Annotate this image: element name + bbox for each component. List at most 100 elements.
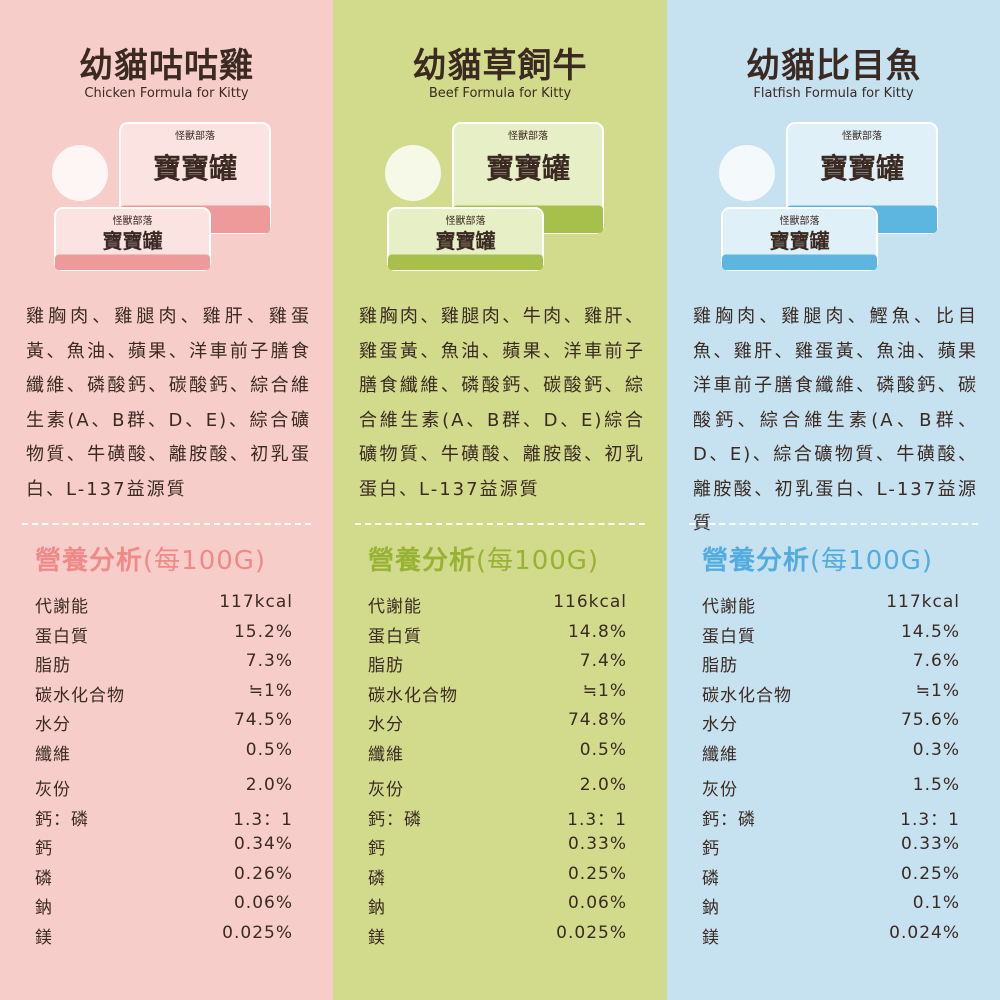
can-name: 寶寶罐	[770, 229, 830, 253]
nutrition-table: 代謝能 117kcal 蛋白質 14.5% 脂肪 7.6% 碳水化合物 ≒1% 水分 75.6% 纖…	[702, 592, 960, 952]
nutrient-value: 0.06%	[233, 893, 293, 913]
product-column: 幼貓草飼牛 Beef Formula for Kitty 怪獸部落 寶寶罐 怪獸部落 寶寶…	[333, 0, 667, 1000]
nutrition-row: 脂肪 7.4%	[368, 651, 627, 681]
nutrient-value: 0.33%	[900, 834, 960, 854]
nutrient-value: 0.3%	[912, 739, 960, 760]
nutrition-row: 鎂 0.025%	[35, 923, 293, 953]
nutrition-row: 鈣 0.34%	[35, 834, 293, 864]
divider	[689, 523, 978, 525]
nutrition-row: 脂肪 7.3%	[35, 651, 293, 681]
nutrition-row: 纖維 0.3%	[702, 740, 960, 770]
nutrient-name: 蛋白質	[702, 626, 756, 647]
nutrient-name: 水分	[368, 715, 404, 735]
nutrient-name: 脂肪	[702, 656, 738, 676]
nutrition-row: 蛋白質 14.8%	[368, 622, 627, 652]
product-title: 幼貓草飼牛	[412, 46, 588, 86]
nutrition-row: 灰份 2.0%	[368, 775, 627, 805]
nutrient-value: 74.8%	[567, 710, 627, 730]
nutrient-name: 鈣：磷	[35, 809, 89, 830]
nutrient-name: 水分	[35, 715, 71, 735]
nutrient-name: 鈣	[368, 839, 386, 859]
nutrition-row: 碳水化合物 ≒1%	[35, 681, 293, 711]
nutrient-name: 磷	[368, 868, 386, 889]
nutrient-name: 代謝能	[368, 597, 422, 617]
nutrient-name: 灰份	[702, 780, 738, 800]
nutrient-name: 脂肪	[35, 656, 71, 676]
nutrient-name: 鈣：磷	[702, 809, 756, 830]
can-brand: 怪獸部落	[780, 214, 820, 227]
nutrition-row: 蛋白質 15.2%	[35, 622, 293, 652]
nutrient-name: 鈉	[35, 898, 53, 918]
can-name: 寶寶罐	[103, 229, 163, 253]
nutrition-row: 磷 0.25%	[702, 864, 960, 894]
nutrient-value: 1.3：1	[567, 809, 627, 830]
nutrient-value: 0.1%	[912, 893, 960, 913]
nutrient-value: 74.5%	[233, 710, 293, 730]
nutrition-row: 代謝能 117kcal	[35, 592, 293, 622]
nutrition-heading: 營養分析(每100G)	[35, 540, 266, 577]
nutrient-value: 0.025%	[222, 922, 293, 943]
nutrient-value: 0.06%	[567, 893, 627, 913]
nutrient-value: 0.024%	[889, 922, 960, 943]
nutrient-value: 116kcal	[553, 592, 627, 612]
can-band	[722, 254, 877, 270]
nutrition-unit: (每100G)	[476, 546, 600, 576]
nutrient-value: 1.3：1	[233, 809, 293, 830]
nutrition-row: 纖維 0.5%	[35, 740, 293, 770]
nutrient-value: ≒1%	[248, 680, 293, 701]
nutrition-row: 磷 0.25%	[368, 864, 627, 894]
ingredients: 雞胸肉、雞腿肉、雞肝、雞蛋黃、魚油、蘋果、洋車前子膳食纖維、磷酸鈣、碳酸鈣、綜合…	[26, 306, 311, 500]
nutrient-value: 75.6%	[900, 710, 960, 730]
nutrient-value: 0.33%	[567, 834, 627, 854]
nutrient-value: 0.5%	[579, 739, 627, 760]
nutrient-name: 蛋白質	[368, 626, 422, 647]
can-name: 寶寶罐	[820, 152, 904, 185]
nutrient-value: 7.6%	[912, 651, 960, 671]
nutrient-value: 0.25%	[900, 863, 960, 884]
nutrition-row: 蛋白質 14.5%	[702, 622, 960, 652]
divider	[355, 523, 645, 525]
nutrient-name: 代謝能	[702, 597, 756, 617]
nutrient-name: 鈣	[702, 839, 720, 859]
product-column: 幼貓咕咕雞 Chicken Formula for Kitty 怪獸部落 寶寶罐 怪獸部…	[0, 0, 333, 1000]
nutrient-name: 纖維	[702, 744, 738, 765]
nutrition-table: 代謝能 116kcal 蛋白質 14.8% 脂肪 7.4% 碳水化合物 ≒1% 水分 74.8% 纖…	[368, 592, 627, 952]
product-subtitle: Chicken Formula for Kitty	[84, 86, 249, 101]
nutrient-value: 14.8%	[567, 621, 627, 642]
nutrition-row: 脂肪 7.6%	[702, 651, 960, 681]
product-column: 幼貓比目魚 Flatfish Formula for Kitty 怪獸部落 寶寶罐 怪獸…	[667, 0, 1000, 1000]
nutrition-unit: (每100G)	[143, 546, 267, 576]
nutrient-name: 鈉	[702, 898, 720, 918]
nutrient-value: 7.3%	[245, 651, 293, 671]
can-brand: 怪獸部落	[175, 129, 215, 142]
nutrient-value: 14.5%	[900, 621, 960, 642]
nutrition-row: 代謝能 116kcal	[368, 592, 627, 622]
nutrient-name: 鈣	[35, 839, 53, 859]
nutrient-name: 鎂	[368, 927, 386, 948]
nutrition-title: 營養分析	[35, 546, 144, 576]
nutrition-row: 代謝能 117kcal	[702, 592, 960, 622]
nutrient-name: 碳水化合物	[35, 685, 125, 706]
can-name: 寶寶罐	[486, 152, 570, 185]
nutrition-heading: 營養分析(每100G)	[702, 540, 933, 577]
icon	[719, 145, 775, 201]
nutrition-heading: 營養分析(每100G)	[368, 540, 599, 577]
nutrient-name: 代謝能	[35, 597, 89, 617]
nutrient-name: 磷	[702, 868, 720, 889]
nutrition-row: 鈣：磷 1.3：1	[35, 805, 293, 835]
can-brand: 怪獸部落	[842, 129, 882, 142]
nutrient-name: 灰份	[35, 780, 71, 800]
nutrient-value: 2.0%	[245, 775, 293, 795]
nutrition-row: 鈣：磷 1.3：1	[368, 805, 627, 835]
nutrient-value: 0.5%	[245, 739, 293, 760]
ingredients: 雞胸肉、雞腿肉、鰹魚、比目魚、雞肝、雞蛋黃、魚油、蘋果洋車前子膳食纖維、磷酸鈣、…	[693, 306, 978, 534]
product-subtitle: Beef Formula for Kitty	[428, 86, 572, 101]
nutrition-row: 灰份 1.5%	[702, 775, 960, 805]
nutrition-row: 水分 74.5%	[35, 710, 293, 740]
nutrient-name: 蛋白質	[35, 626, 89, 647]
nutrition-row: 鎂 0.025%	[368, 923, 627, 953]
nutrition-row: 鎂 0.024%	[702, 923, 960, 953]
